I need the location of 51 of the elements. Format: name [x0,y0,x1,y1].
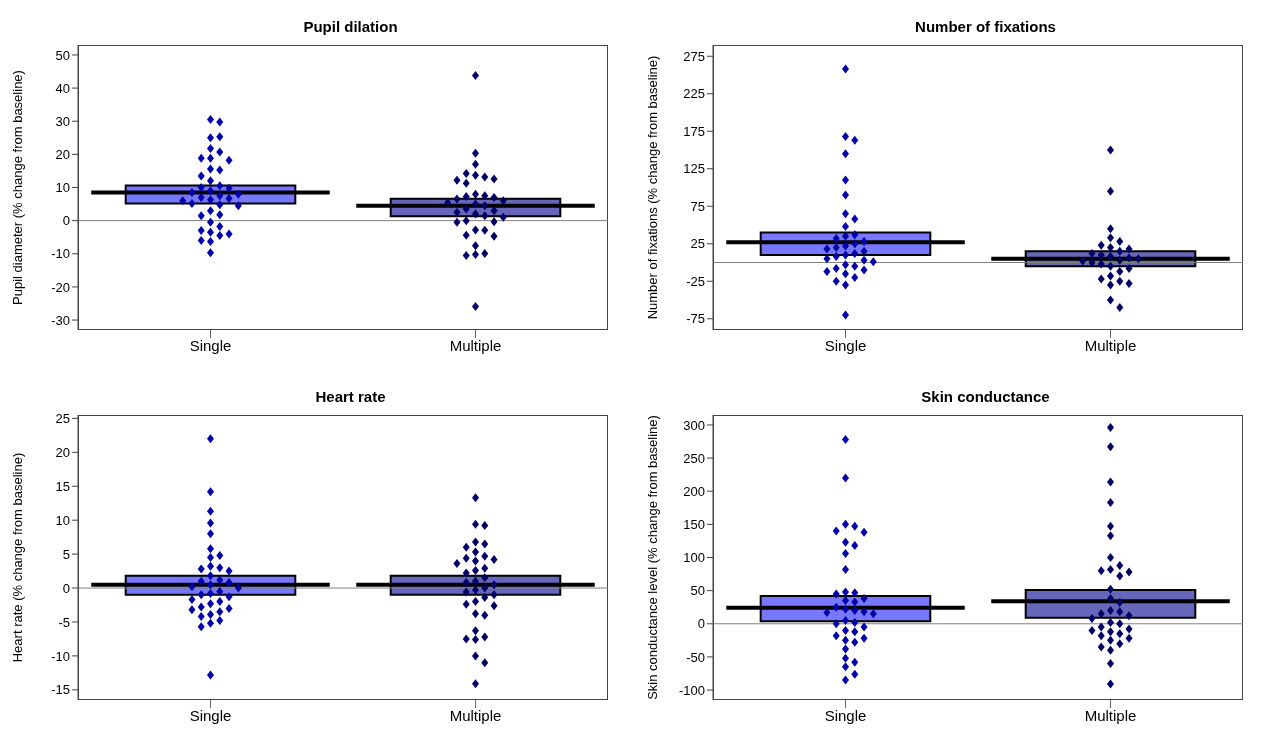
y-tick-label: -25 [686,273,705,289]
y-tick-label: 50 [55,47,70,63]
y-tick-label: 200 [683,483,705,499]
y-tick-label: 20 [55,444,70,460]
y-tick-label: -75 [686,311,705,327]
y-tick-label: 30 [55,113,70,129]
y-tick-label: 10 [55,180,70,196]
y-tick-label: 15 [55,478,70,494]
x-tick-label: Single [189,706,232,724]
y-tick-label: -30 [51,312,70,328]
y-tick-label: 75 [690,198,705,214]
y-tick-label: 0 [697,616,705,632]
y-axis-title: Heart rate (% change from baseline) [9,452,25,663]
y-tick-label: 20 [55,146,70,162]
y-axis-title: Number of fixations (% change from baseline) [644,55,660,320]
y-tick-label: 25 [55,411,70,427]
chart-title: Heart rate [314,388,387,407]
y-tick-label: 25 [690,236,705,252]
y-tick-label: 150 [683,516,705,532]
y-tick-label: 250 [683,450,705,466]
y-tick-label: 175 [683,123,705,139]
y-tick-label: -100 [678,682,705,698]
chart-title: Number of fixations [914,18,1057,37]
y-tick-label: 225 [683,86,705,102]
y-tick-label: 100 [683,550,705,566]
y-tick-label: 300 [683,417,705,433]
y-tick-label: -50 [686,649,705,665]
y-tick-label: -10 [51,246,70,262]
y-tick-label: 50 [690,583,705,599]
x-tick-label: Multiple [449,706,502,724]
chart-title: Pupil dilation [302,18,399,37]
y-tick-label: 125 [683,161,705,177]
y-tick-label: -5 [58,614,70,630]
y-tick-label: -20 [51,279,70,295]
y-tick-label: 0 [62,580,70,596]
chart-title: Skin conductance [920,388,1051,407]
y-tick-label: 0 [62,213,70,229]
x-tick-label: Multiple [1084,706,1137,724]
y-tick-label: 275 [683,48,705,64]
y-tick-label: 5 [62,546,70,562]
y-tick-label: -10 [51,648,70,664]
x-tick-label: Single [189,336,232,354]
y-axis-title: Skin conductance level (% change from baseline) [644,415,660,700]
y-axis-title: Pupil diameter (% change from baseline) [9,70,25,305]
x-tick-label: Single [824,336,867,354]
x-tick-label: Single [824,706,867,724]
y-tick-label: 10 [55,512,70,528]
y-tick-label: -15 [51,682,70,698]
y-tick-label: 40 [55,80,70,96]
x-tick-label: Multiple [449,336,502,354]
x-tick-label: Multiple [1084,336,1137,354]
